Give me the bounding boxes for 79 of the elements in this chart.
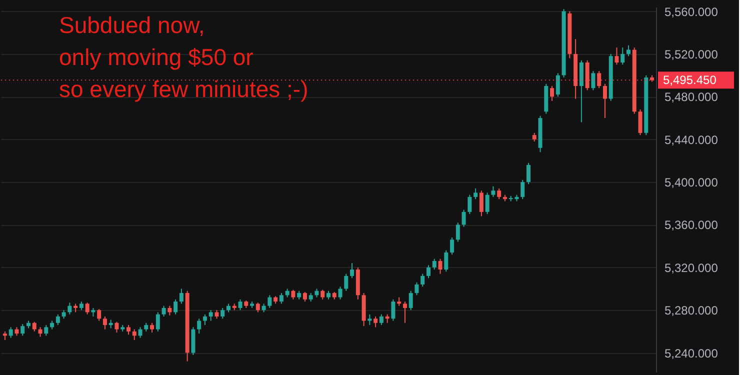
candlestick: [191, 326, 196, 356]
candlestick: [497, 188, 502, 200]
y-tick-label: 5,320.000: [664, 260, 718, 275]
candlestick: [420, 273, 425, 288]
candlestick: [268, 294, 272, 308]
candlestick: [202, 314, 207, 326]
candlestick: [156, 312, 160, 332]
candlestick: [368, 314, 372, 326]
candlestick: [556, 72, 560, 98]
candlestick: [20, 323, 25, 336]
candlestick: [238, 298, 242, 311]
y-tick-label: 5,360.000: [664, 218, 718, 232]
y-tick-label: 5,440.000: [664, 132, 718, 147]
candlestick: [320, 289, 325, 300]
candlestick: [44, 324, 48, 336]
candlestick: [579, 60, 584, 123]
candlestick: [602, 83, 607, 118]
candlestick: [256, 302, 260, 313]
candlestick: [32, 321, 36, 332]
ref-line-label: 5,495.450: [663, 73, 717, 88]
candlestick: [179, 288, 184, 304]
candlestick: [456, 222, 460, 242]
candlestick: [468, 194, 472, 215]
candlestick: [68, 302, 72, 315]
y-tick-label: 5,280.000: [664, 304, 718, 318]
candlestick: [8, 326, 13, 338]
candlestick: [126, 324, 130, 336]
candlestick: [591, 70, 596, 91]
candlestick: [38, 326, 42, 338]
candlestick: [638, 108, 642, 136]
candlestick: [174, 298, 178, 315]
candlestick: [620, 47, 625, 66]
y-tick-label: 5,480.000: [664, 90, 718, 104]
candlestick: [485, 192, 490, 215]
y-tick-label: 5,560.000: [664, 4, 718, 19]
candlestick: [208, 310, 213, 322]
candlestick: [338, 286, 342, 300]
candlestick: [408, 290, 413, 311]
candlestick: [597, 70, 602, 89]
candlestick: [150, 322, 154, 334]
candlestick: [614, 47, 619, 66]
candlestick: [56, 314, 60, 326]
candlestick: [220, 307, 225, 320]
candlestick: [391, 298, 396, 322]
candlestick: [379, 314, 384, 326]
candlestick: [302, 291, 307, 302]
candlestick: [132, 328, 136, 340]
candlestick: [197, 318, 202, 334]
candlestick: [374, 316, 378, 328]
candlestick: [438, 258, 442, 274]
candlestick: [350, 262, 354, 279]
candlestick: [474, 188, 478, 200]
candlestick: [162, 305, 166, 318]
candlestick: [102, 316, 107, 330]
candlestick: [114, 321, 119, 334]
candlestick: [526, 162, 530, 185]
y-tick-label: 5,520.000: [664, 47, 718, 62]
candlestick: [414, 282, 419, 296]
candlestick: [491, 186, 496, 198]
candlestick: [462, 209, 466, 228]
candlestick: [97, 308, 102, 322]
candlestick: [450, 237, 454, 256]
candlestick: [432, 258, 436, 270]
candlestick: [291, 289, 296, 300]
candlestick: [444, 250, 448, 272]
candlestick: [344, 273, 348, 292]
y-tick-label: 5,240.000: [664, 346, 718, 360]
candlestick: [520, 179, 525, 200]
candlestick: [85, 302, 90, 315]
candlestick: [479, 190, 484, 217]
candlestick: [279, 292, 284, 304]
candlestick: [138, 326, 142, 338]
candlestick: [402, 301, 407, 324]
annotation: Subdued now, only moving $50 or so every few miniutes ;-): [59, 12, 308, 102]
candlestick: [168, 305, 172, 316]
candlestick: [550, 85, 554, 102]
candlestick: [426, 264, 430, 279]
y-tick-label: 5,400.000: [664, 176, 718, 190]
candlestick: [626, 44, 630, 57]
